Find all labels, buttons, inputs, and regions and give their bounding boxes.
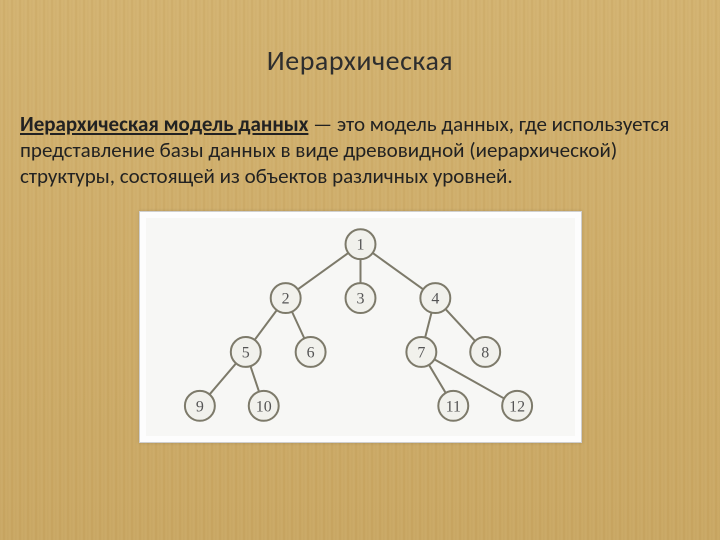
tree-edge bbox=[428, 364, 445, 392]
tree-edge bbox=[372, 252, 422, 288]
tree-node: 3 bbox=[345, 283, 375, 313]
tree-node: 9 bbox=[184, 390, 214, 420]
tree-edge bbox=[250, 366, 259, 392]
tree-node: 5 bbox=[230, 336, 260, 366]
tree-node: 10 bbox=[248, 390, 278, 420]
definition-term: Иерархическая модель данных bbox=[20, 111, 308, 137]
tree-node-label: 10 bbox=[255, 398, 271, 415]
tree-figure-frame: 123456789101112 bbox=[139, 211, 582, 443]
tree-node-label: 2 bbox=[281, 290, 289, 307]
tree-figure: 123456789101112 bbox=[146, 218, 575, 436]
tree-edge bbox=[425, 312, 431, 337]
tree-node: 8 bbox=[470, 336, 500, 366]
tree-node-label: 3 bbox=[356, 290, 364, 307]
tree-node-label: 9 bbox=[195, 398, 203, 415]
tree-node: 11 bbox=[438, 390, 468, 420]
tree-node: 7 bbox=[406, 336, 436, 366]
tree-edge bbox=[445, 309, 475, 341]
tree-node: 12 bbox=[502, 390, 532, 420]
tree-node-label: 5 bbox=[241, 344, 249, 361]
tree-node-label: 12 bbox=[509, 398, 525, 415]
tree-edge bbox=[254, 310, 276, 340]
tree-node-label: 1 bbox=[356, 236, 364, 253]
tree-edge bbox=[291, 311, 303, 338]
tree-node-label: 11 bbox=[445, 398, 460, 415]
tree-node: 2 bbox=[270, 283, 300, 313]
page-title: Иерархическая bbox=[0, 19, 720, 78]
tree-node: 4 bbox=[420, 283, 450, 313]
tree-node: 6 bbox=[295, 336, 325, 366]
tree-svg: 123456789101112 bbox=[146, 218, 575, 436]
tree-edge bbox=[297, 252, 347, 288]
definition-paragraph: Иерархическая модель данных — это модель… bbox=[0, 99, 720, 190]
tree-node-label: 6 bbox=[306, 344, 314, 361]
tree-node-label: 4 bbox=[431, 290, 439, 307]
tree-node-label: 7 bbox=[417, 344, 425, 361]
tree-node: 1 bbox=[345, 229, 375, 259]
tree-edge bbox=[209, 363, 236, 394]
tree-node-label: 8 bbox=[481, 344, 489, 361]
